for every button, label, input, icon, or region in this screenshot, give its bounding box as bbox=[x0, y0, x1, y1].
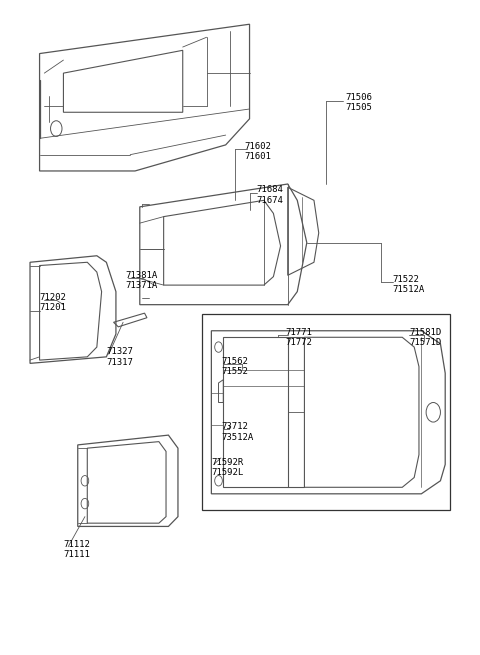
Text: 71771
71772: 71771 71772 bbox=[285, 328, 312, 347]
Text: 71506
71505: 71506 71505 bbox=[345, 93, 372, 112]
Bar bbox=[202, 314, 450, 510]
Text: 71202
71201: 71202 71201 bbox=[39, 293, 66, 312]
Text: 71522
71512A: 71522 71512A bbox=[393, 274, 425, 294]
Text: 71381A
71371A: 71381A 71371A bbox=[125, 271, 158, 290]
Text: 71581D
71571D: 71581D 71571D bbox=[409, 328, 442, 347]
Text: 71684
71674: 71684 71674 bbox=[257, 185, 284, 205]
Text: 71592R
71592L: 71592R 71592L bbox=[211, 458, 244, 477]
Text: 71327
71317: 71327 71317 bbox=[107, 347, 133, 367]
Text: 71112
71111: 71112 71111 bbox=[63, 540, 90, 559]
Text: 71562
71552: 71562 71552 bbox=[221, 357, 248, 377]
Text: 73712
73512A: 73712 73512A bbox=[221, 422, 253, 441]
Text: 71602
71601: 71602 71601 bbox=[245, 141, 272, 161]
